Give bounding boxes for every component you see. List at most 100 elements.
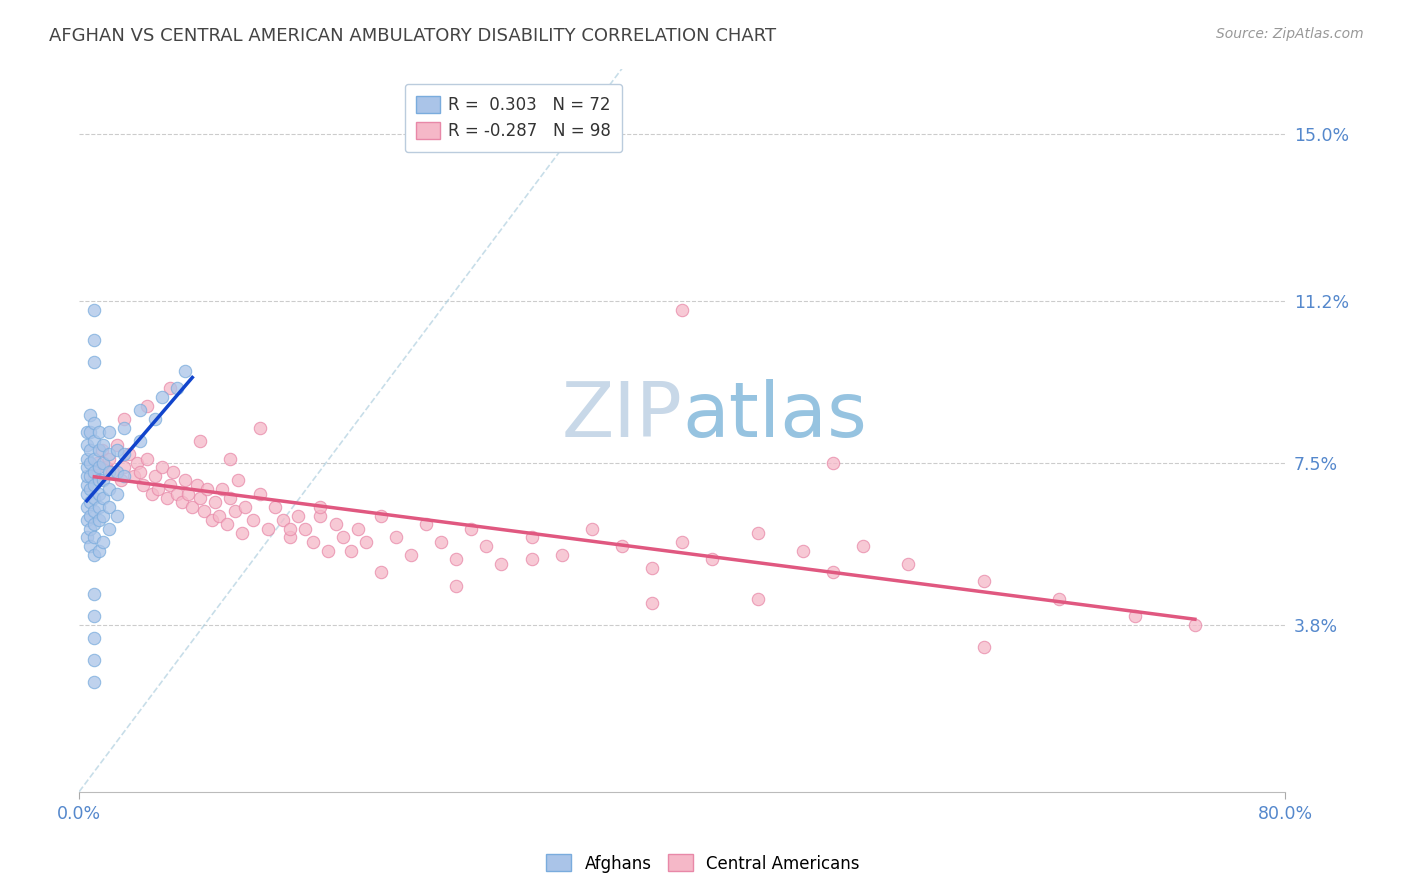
Point [520, 552, 543, 566]
Point [231, 526, 253, 541]
Point [83, 517, 105, 532]
Point [224, 504, 246, 518]
Point [83, 434, 105, 448]
Point [79, 495, 101, 509]
Point [79, 408, 101, 422]
Point [188, 434, 211, 448]
Point [702, 552, 724, 566]
Point [105, 486, 128, 500]
Point [87, 543, 110, 558]
Point [385, 530, 408, 544]
Point [339, 543, 361, 558]
Point [98, 451, 121, 466]
Point [76, 486, 98, 500]
Point [83, 587, 105, 601]
Point [302, 534, 325, 549]
Point [550, 548, 572, 562]
Point [131, 478, 153, 492]
Point [79, 522, 101, 536]
Point [188, 491, 211, 505]
Point [83, 465, 105, 479]
Point [125, 456, 148, 470]
Point [792, 543, 814, 558]
Point [98, 465, 121, 479]
Point [201, 513, 224, 527]
Point [98, 482, 121, 496]
Point [76, 500, 98, 514]
Point [83, 355, 105, 369]
Point [287, 508, 309, 523]
Point [159, 478, 181, 492]
Point [211, 482, 233, 496]
Point [309, 500, 332, 514]
Point [114, 412, 136, 426]
Point [79, 469, 101, 483]
Point [79, 482, 101, 496]
Point [309, 508, 332, 523]
Point [98, 447, 121, 461]
Point [128, 403, 150, 417]
Point [93, 438, 115, 452]
Text: ZIP: ZIP [561, 378, 682, 452]
Point [76, 530, 98, 544]
Point [173, 364, 195, 378]
Point [166, 381, 188, 395]
Point [316, 543, 339, 558]
Legend: Afghans, Central Americans: Afghans, Central Americans [540, 847, 866, 880]
Point [581, 522, 603, 536]
Point [215, 517, 238, 532]
Point [143, 469, 166, 483]
Point [162, 465, 184, 479]
Point [87, 425, 110, 440]
Point [76, 460, 98, 475]
Point [90, 442, 112, 457]
Point [444, 579, 467, 593]
Point [233, 500, 256, 514]
Point [76, 478, 98, 492]
Point [83, 417, 105, 431]
Point [278, 522, 301, 536]
Point [444, 552, 467, 566]
Point [193, 504, 215, 518]
Point [897, 557, 920, 571]
Point [226, 474, 249, 488]
Point [1123, 609, 1146, 624]
Point [114, 469, 136, 483]
Point [93, 474, 115, 488]
Point [83, 333, 105, 347]
Point [264, 500, 287, 514]
Point [610, 539, 633, 553]
Point [114, 421, 136, 435]
Point [114, 460, 136, 475]
Point [128, 465, 150, 479]
Point [747, 526, 769, 541]
Point [150, 460, 173, 475]
Point [430, 534, 453, 549]
Point [249, 421, 271, 435]
Point [83, 491, 105, 505]
Point [105, 465, 128, 479]
Point [325, 517, 347, 532]
Point [641, 561, 664, 575]
Point [128, 434, 150, 448]
Point [87, 474, 110, 488]
Point [852, 539, 875, 553]
Point [208, 508, 231, 523]
Point [83, 675, 105, 690]
Point [671, 302, 693, 317]
Point [76, 451, 98, 466]
Point [143, 412, 166, 426]
Point [93, 534, 115, 549]
Legend: R =  0.303   N = 72, R = -0.287   N = 98: R = 0.303 N = 72, R = -0.287 N = 98 [405, 84, 623, 152]
Point [83, 530, 105, 544]
Point [1184, 618, 1206, 632]
Point [294, 522, 316, 536]
Point [79, 456, 101, 470]
Point [114, 447, 136, 461]
Point [146, 482, 169, 496]
Point [219, 451, 242, 466]
Point [166, 486, 188, 500]
Point [122, 469, 145, 483]
Point [370, 508, 392, 523]
Point [332, 530, 354, 544]
